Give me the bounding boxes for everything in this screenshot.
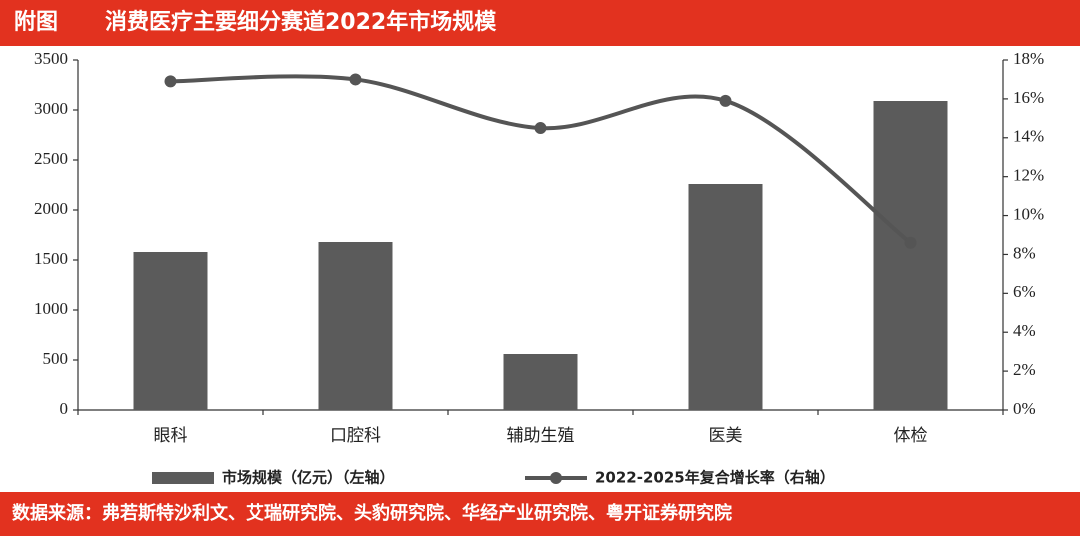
legend-swatch: [550, 472, 562, 484]
line-marker: [719, 94, 732, 107]
y2-tick-label: 12%: [1013, 166, 1044, 185]
y2-tick-label: 14%: [1013, 127, 1044, 146]
y2-tick-label: 16%: [1013, 88, 1044, 107]
bar: [873, 101, 948, 410]
y-tick-label: 2000: [34, 199, 68, 218]
line-marker: [534, 122, 547, 135]
header-band: [0, 0, 1080, 46]
y2-tick-label: 0%: [1013, 399, 1036, 418]
y2-tick-label: 18%: [1013, 49, 1044, 68]
line-marker: [904, 236, 917, 249]
source-band: [0, 492, 1080, 536]
source: 数据来源：弗若斯特沙利文、艾瑞研究院、头豹研究院、华经产业研究院、粤开证券研究院: [12, 502, 732, 524]
legend-swatch: [152, 472, 214, 484]
y-tick-label: 500: [43, 349, 69, 368]
bar: [688, 184, 763, 410]
line-marker: [164, 75, 177, 88]
x-tick-label: 医美: [709, 426, 743, 446]
y2-tick-label: 4%: [1013, 321, 1036, 340]
line-marker: [349, 73, 362, 86]
y-tick-label: 3000: [34, 99, 68, 118]
x-tick-label: 辅助生殖: [507, 426, 575, 446]
x-tick-label: 眼科: [154, 426, 188, 446]
y-tick-label: 0: [60, 399, 69, 418]
y-tick-label: 3500: [34, 49, 68, 68]
y2-tick-label: 6%: [1013, 282, 1036, 301]
y-tick-label: 1500: [34, 249, 68, 268]
bar: [133, 252, 208, 410]
y-tick-label: 1000: [34, 299, 68, 318]
line: [170, 74, 912, 245]
y2-tick-label: 8%: [1013, 243, 1036, 262]
legend-label: 市场规模（亿元）（左轴）: [222, 469, 395, 487]
x-tick-label: 体检: [894, 426, 928, 446]
x-tick-label: 口腔科: [330, 426, 381, 446]
y2-tick-label: 10%: [1013, 204, 1044, 223]
y2-tick-label: 2%: [1013, 360, 1036, 379]
bar: [503, 354, 578, 410]
y-tick-label: 2500: [34, 149, 68, 168]
chart-title: 消费医疗主要细分赛道2022年市场规模: [105, 9, 497, 35]
legend-label: 2022-2025年复合增长率（右轴）: [595, 469, 835, 487]
figure-label: 附图: [14, 9, 58, 35]
bar: [318, 242, 393, 410]
